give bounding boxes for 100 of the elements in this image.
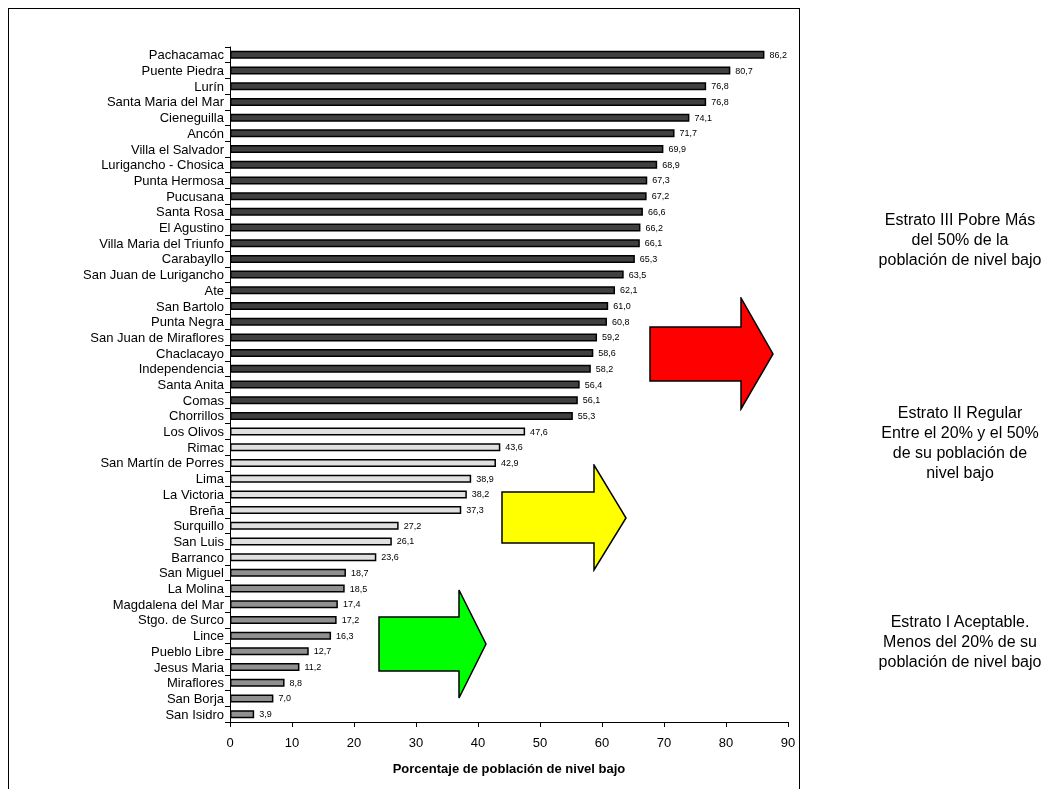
data-label: 17,2: [341, 614, 360, 625]
text: Estrato II Regular Entre el 20% y el 50% de su población de nivel bajo: [880, 403, 1040, 483]
data-label: 12,7: [313, 646, 332, 657]
data-label: 47,6: [530, 426, 548, 437]
y-tick-label: Ate: [204, 282, 224, 298]
data-label: 11,2: [304, 662, 322, 673]
data-label: 76,8: [711, 96, 729, 107]
y-tick-label: Cieneguilla: [159, 110, 225, 126]
data-label: 18,7: [350, 567, 369, 578]
y-tick-label: Los Olivos: [163, 424, 225, 440]
data-label: 16,3: [336, 630, 354, 641]
data-label: 62,1: [620, 285, 638, 296]
text: Estrato III Pobre Más del 50% de la población de nivel bajo: [878, 210, 1042, 270]
y-tick-label: Lurín: [194, 78, 224, 94]
x-tick-label: 60: [594, 735, 610, 750]
y-tick-label: San Juan de Lurigancho: [83, 267, 224, 283]
data-label: 23,6: [381, 552, 399, 563]
data-label: 65,3: [639, 253, 658, 264]
x-tick-label: 80: [718, 735, 734, 750]
data-label: 56,1: [582, 395, 601, 406]
y-tick-label: Pucusana: [166, 188, 225, 204]
data-label: 59,2: [602, 332, 620, 343]
data-label: 71,7: [679, 128, 698, 139]
data-label: 27,2: [403, 520, 422, 531]
y-tick-label: Rimac: [187, 439, 225, 455]
data-label: 76,8: [711, 81, 729, 92]
y-tick-label: Chorrillos: [169, 408, 225, 424]
y-tick-label: Villa Maria del Triunfo: [99, 235, 224, 251]
data-label: 55,3: [577, 410, 596, 421]
data-label: 37,3: [466, 505, 484, 516]
x-tick-label: 50: [532, 735, 548, 750]
y-tick-label: Lurigancho - Chosica: [101, 157, 225, 173]
data-label: 67,2: [651, 191, 670, 202]
y-tick-label: Stgo. de Surco: [138, 612, 224, 628]
y-tick-label: Independencia: [138, 361, 225, 377]
data-label: 26,1: [396, 536, 415, 547]
y-tick-label: La Molina: [167, 581, 225, 597]
y-tick-label: Pachacamac: [148, 47, 225, 63]
y-tick-label: El Agustino: [158, 220, 224, 236]
y-tick-label: San Bartolo: [156, 298, 224, 314]
data-label: 7,0: [278, 693, 291, 704]
x-tick-label: 0: [226, 735, 234, 750]
x-tick-label: 20: [346, 735, 362, 750]
y-tick-label: Miraflores: [166, 675, 225, 691]
data-label: 69,9: [668, 144, 686, 155]
data-label: 58,6: [598, 348, 616, 359]
x-tick-label: 90: [780, 735, 796, 750]
y-tick-label: Barranco: [171, 549, 224, 565]
y-tick-label: Carabayllo: [161, 251, 224, 267]
y-tick-label: Pueblo Libre: [151, 643, 224, 659]
y-tick-label: Villa el Salvador: [131, 141, 225, 157]
y-tick-label: Magdalena del Mar: [112, 596, 225, 612]
data-label: 86,2: [769, 49, 787, 60]
y-tick-label: San Miguel: [158, 565, 225, 581]
data-label: 56,4: [584, 379, 603, 390]
x-tick-label: 30: [408, 735, 424, 750]
y-tick-label: Jesus Maria: [153, 659, 225, 675]
data-label: 17,4: [342, 599, 361, 610]
y-tick-label: La Victoria: [162, 486, 225, 502]
data-label: 8,8: [289, 677, 303, 688]
data-label: 38,2: [471, 489, 490, 500]
x-tick-label: 70: [656, 735, 672, 750]
data-label: 60,8: [611, 316, 630, 327]
data-label: 3,9: [259, 709, 272, 720]
y-tick-label: Punta Negra: [151, 314, 225, 330]
data-label: 66,1: [644, 238, 663, 249]
text: Estrato I Aceptable. Menos del 20% de su población de nivel bajo: [878, 612, 1042, 672]
y-tick-label: Chaclacayo: [156, 345, 224, 361]
data-label: 38,9: [476, 473, 494, 484]
data-label: 42,9: [500, 457, 519, 468]
data-label: 18,5: [349, 583, 368, 594]
y-tick-label: San Juan de Miraflores: [90, 329, 225, 345]
data-label: 43,6: [505, 442, 523, 453]
data-label: 68,9: [662, 159, 680, 170]
y-tick-label: Breña: [189, 502, 225, 518]
data-label: 61,0: [613, 301, 631, 312]
y-tick-label: Punta Hermosa: [133, 172, 225, 188]
x-axis-title: Porcentaje de población de nivel bajo: [392, 761, 626, 776]
y-tick-label: Ancón: [187, 125, 224, 141]
data-label: 80,7: [735, 65, 753, 76]
y-tick-label: Surquillo: [173, 518, 224, 534]
y-tick-label: Puente Piedra: [141, 63, 225, 79]
y-tick-label: San Luis: [173, 533, 225, 549]
y-tick-label: Santa Rosa: [156, 204, 225, 220]
data-label: 66,2: [645, 222, 663, 233]
data-label: 63,5: [628, 269, 647, 280]
y-tick-label: San Martín de Porres: [100, 455, 225, 471]
y-tick-label: Lima: [195, 471, 225, 487]
data-label: 58,2: [595, 363, 614, 374]
y-tick-label: Santa Anita: [157, 377, 225, 392]
y-tick-label: Lince: [192, 628, 224, 644]
y-tick-label: San Isidro: [165, 706, 224, 722]
data-label: 67,3: [652, 175, 670, 186]
y-tick-label: Santa Maria del Mar: [106, 94, 225, 110]
x-tick-label: 40: [470, 735, 486, 750]
y-tick-label: Comas: [182, 392, 225, 408]
data-label: 66,6: [647, 206, 666, 217]
data-label: 74,1: [694, 112, 712, 123]
x-tick-label: 10: [284, 735, 300, 750]
y-tick-label: San Borja: [166, 690, 225, 706]
